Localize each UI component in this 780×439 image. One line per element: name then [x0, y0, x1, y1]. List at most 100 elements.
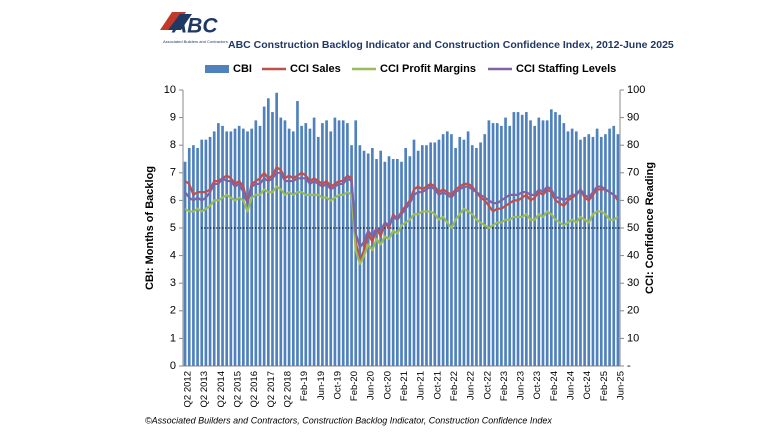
y2-tick-label: - — [627, 360, 631, 372]
legend-label: CCI Staffing Levels — [516, 63, 616, 75]
bar — [304, 123, 308, 367]
x-tick-label: Feb-20 — [349, 371, 360, 401]
bar — [300, 125, 303, 366]
bar — [387, 156, 391, 366]
x-tick-label: Feb-19 — [299, 371, 310, 401]
y-tick-label: 1 — [170, 332, 176, 344]
bar — [525, 112, 528, 366]
bar — [479, 142, 482, 366]
x-tick-label: Q2 2014 — [216, 371, 227, 407]
bar — [391, 159, 395, 366]
x-tick-label: Oct-20 — [382, 371, 393, 400]
bar — [375, 159, 378, 366]
x-tick-label: Jun-21 — [416, 371, 427, 400]
bar — [271, 112, 274, 366]
y-tick-label: 3 — [170, 277, 176, 289]
bar — [487, 120, 491, 366]
y2-tick-label: 90 — [627, 112, 639, 124]
bar — [383, 161, 387, 366]
legend-label: CCI Profit Margins — [380, 63, 476, 75]
x-tick-label: Feb-25 — [599, 371, 610, 401]
y2-tick-label: 40 — [627, 250, 639, 262]
y-tick-label: 6 — [170, 194, 176, 206]
x-tick-label: Feb-21 — [399, 371, 410, 401]
y2-tick-label: 80 — [627, 139, 639, 151]
bar — [250, 128, 254, 366]
legend-label: CCI Sales — [290, 63, 341, 75]
bar — [562, 123, 566, 367]
x-tick-label: Jun-19 — [316, 371, 327, 400]
bar — [516, 112, 520, 366]
y-tick-label: 7 — [170, 167, 176, 179]
bar — [229, 131, 233, 366]
bar — [371, 147, 374, 366]
bar — [595, 128, 599, 366]
legend-label: CBI — [233, 63, 252, 75]
bar — [566, 131, 570, 366]
bar — [279, 117, 283, 366]
bar — [316, 136, 320, 366]
bar — [287, 128, 291, 366]
bar — [237, 125, 241, 366]
bar — [483, 134, 487, 366]
y2-tick-label: 20 — [627, 305, 639, 317]
bar — [491, 123, 495, 367]
logo-subtitle: Associated Builders and Contractors — [163, 39, 228, 44]
bar — [416, 150, 420, 366]
bar — [470, 145, 474, 366]
x-tick-label: Feb-22 — [449, 371, 460, 401]
bar — [545, 120, 549, 366]
bar — [495, 123, 499, 367]
bar — [350, 145, 353, 366]
bar — [379, 150, 383, 366]
bar — [183, 161, 187, 366]
bar — [604, 134, 607, 366]
bar — [529, 120, 532, 366]
x-tick-label: Jun-23 — [516, 371, 527, 400]
bar — [333, 117, 337, 366]
bar — [549, 109, 553, 366]
y-tick-label: 4 — [170, 250, 176, 262]
source-note: ©Associated Builders and Contractors, Co… — [145, 415, 552, 425]
bar — [570, 128, 574, 366]
x-tick-label: Oct-19 — [332, 371, 343, 400]
x-tick-label: Q2 2013 — [199, 371, 210, 407]
x-tick-label: Oct-22 — [482, 371, 493, 400]
bar — [583, 136, 586, 366]
bar — [262, 106, 266, 366]
x-tick-label: Oct-24 — [582, 371, 593, 400]
bar — [308, 128, 312, 366]
bar — [283, 120, 287, 366]
bar — [445, 131, 449, 366]
x-tick-label: Q2 2016 — [249, 371, 260, 407]
bar — [500, 125, 503, 366]
bar — [587, 134, 591, 366]
x-tick-label: Q2 2018 — [282, 371, 293, 407]
bar — [433, 142, 437, 366]
bar — [192, 145, 195, 366]
bar — [362, 150, 366, 366]
logo-flag — [168, 14, 192, 30]
bar — [462, 139, 466, 366]
bar — [258, 125, 262, 366]
bar — [400, 161, 403, 366]
bar — [296, 101, 299, 366]
bar — [242, 128, 245, 366]
bar — [225, 131, 229, 366]
y2-tick-label: 60 — [627, 194, 639, 206]
x-tick-label: Jun-24 — [565, 371, 576, 400]
y-tick-label: 8 — [170, 139, 176, 151]
y-tick-label: 10 — [164, 84, 176, 96]
bar — [208, 136, 212, 366]
y2-tick-label: 50 — [627, 222, 639, 234]
bar — [325, 120, 328, 366]
logo: ABC Associated Builders and Contractors — [160, 12, 228, 44]
bar — [508, 125, 512, 366]
y-tick-label: 2 — [170, 305, 176, 317]
bar — [396, 159, 399, 366]
x-tick-label: Oct-21 — [432, 371, 443, 400]
x-tick-label: Oct-23 — [532, 371, 543, 400]
x-tick-label: Jun-25 — [615, 371, 626, 400]
bar — [441, 134, 445, 366]
bar — [275, 92, 278, 366]
